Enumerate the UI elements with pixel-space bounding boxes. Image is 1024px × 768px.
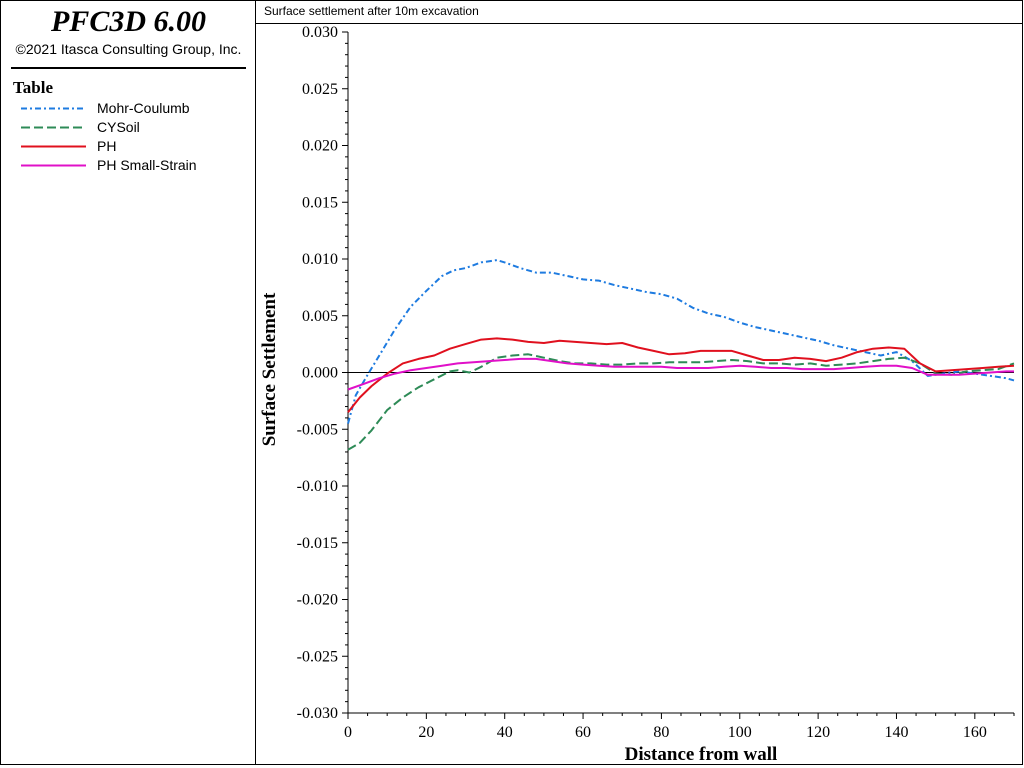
y-axis-label: Surface Settlement xyxy=(259,292,280,446)
legend-swatch xyxy=(21,164,86,167)
y-tick-label: 0.000 xyxy=(302,365,338,382)
x-tick-label: 80 xyxy=(653,724,669,741)
x-tick-label: 160 xyxy=(963,724,987,741)
title-divider xyxy=(256,23,1022,24)
series-line-ph-small-strain xyxy=(347,357,1014,391)
y-tick-label: -0.025 xyxy=(297,648,338,665)
legend-title: Table xyxy=(13,78,54,97)
x-tick-label: 60 xyxy=(575,724,591,741)
legend-label: PH Small-Strain xyxy=(97,157,197,173)
legend-swatch xyxy=(21,107,86,110)
y-tick-label: -0.020 xyxy=(297,592,338,609)
y-tick-label: -0.010 xyxy=(297,478,338,495)
series-line-mohr-coulumb xyxy=(347,259,1015,424)
y-tick-label: 0.005 xyxy=(302,308,338,325)
y-tick-label: 0.010 xyxy=(302,251,338,268)
x-tick-label: 100 xyxy=(728,724,752,741)
legend-item-cysoil: CYSoil xyxy=(21,118,251,137)
chart-panel: Surface settlement after 10m excavation … xyxy=(255,0,1023,765)
legend-item-ph-small-strain: PH Small-Strain xyxy=(21,156,251,175)
chart-plot: -0.030 -0.025 -0.020 -0.015 -0.010 -0.005 0.00… xyxy=(259,24,1015,764)
y-tick-label: -0.015 xyxy=(297,535,338,552)
y-tick-label: 0.020 xyxy=(302,138,338,155)
y-tick-label: 0.015 xyxy=(302,194,338,211)
y-tick-label: 0.030 xyxy=(302,24,338,41)
x-tick-label: 140 xyxy=(884,724,908,741)
x-axis-label: Distance from wall xyxy=(625,744,778,764)
y-tick-label: -0.005 xyxy=(297,421,338,438)
x-tick-label: 20 xyxy=(418,724,434,741)
x-tick-label: 0 xyxy=(344,724,352,741)
x-tick-label: 120 xyxy=(806,724,830,741)
legend-swatch xyxy=(21,126,86,129)
legend-item-mohr-coulumb: Mohr-Coulumb xyxy=(21,99,251,118)
y-tick-label: -0.030 xyxy=(297,705,338,722)
series-line-cysoil xyxy=(347,353,1015,451)
legend-swatch xyxy=(21,145,86,148)
chart-title: Surface settlement after 10m excavation xyxy=(264,4,479,18)
legend-label: CYSoil xyxy=(97,119,140,135)
x-tick-label: 40 xyxy=(497,724,513,741)
series-line-ph xyxy=(347,337,1015,413)
y-tick-label: 0.025 xyxy=(302,81,338,98)
legend-label: PH xyxy=(97,138,117,154)
legend-panel: PFC3D 6.00 ©2021 Itasca Consulting Group… xyxy=(0,0,255,765)
legend-label: Mohr-Coulumb xyxy=(97,100,190,116)
copyright-text: ©2021 Itasca Consulting Group, Inc. xyxy=(15,41,242,57)
app-title: PFC3D 6.00 xyxy=(50,5,206,38)
legend-divider xyxy=(11,67,246,69)
legend-item-ph: PH xyxy=(21,137,251,156)
